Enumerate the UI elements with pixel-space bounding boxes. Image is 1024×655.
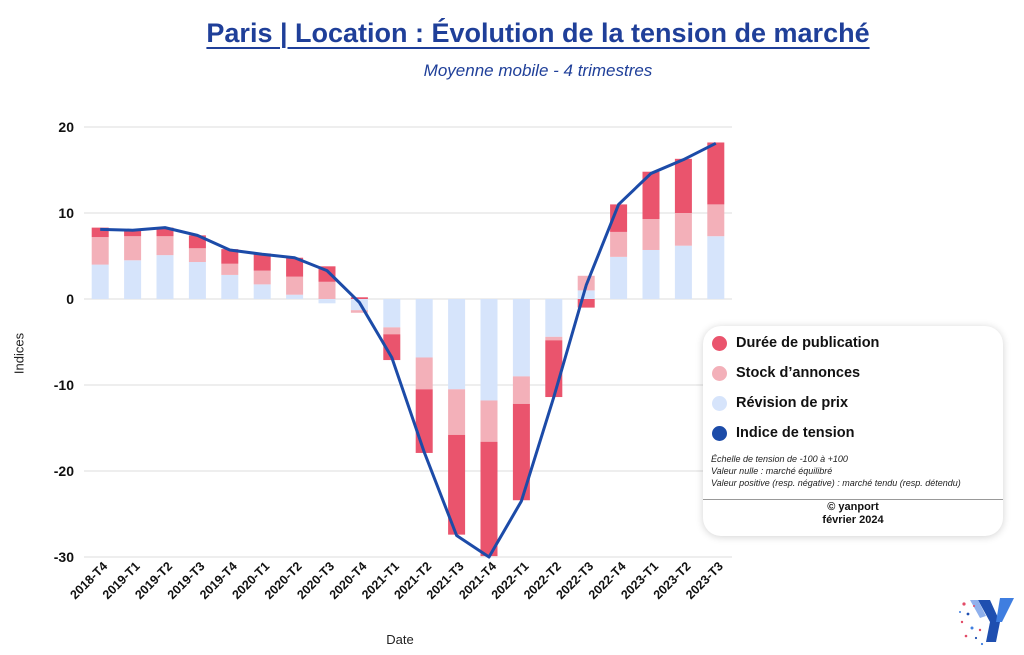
y-tick-label: -10 bbox=[54, 377, 74, 393]
bar-segment bbox=[642, 219, 660, 250]
bar-segment bbox=[253, 270, 271, 285]
legend-label-stock: Stock d’annonces bbox=[736, 365, 861, 381]
legend-label-indice: Indice de tension bbox=[736, 425, 855, 441]
legend-item-indice: Indice de tension bbox=[712, 425, 854, 441]
legend-notes: Échelle de tension de -100 à +100 Valeur… bbox=[711, 453, 961, 489]
bar-segment bbox=[221, 263, 239, 275]
bar-segment bbox=[318, 281, 336, 299]
bar-segment bbox=[448, 389, 466, 435]
bar-segment bbox=[512, 299, 530, 377]
bar-segment bbox=[545, 336, 563, 341]
bar-segment bbox=[253, 284, 271, 299]
chart-title: Paris | Location : Évolution de la tensi… bbox=[206, 18, 870, 48]
bar-segment bbox=[188, 262, 206, 299]
bar-segment bbox=[124, 229, 142, 237]
legend-label-revision: Révision de prix bbox=[736, 395, 849, 411]
bar-segment bbox=[512, 376, 530, 404]
bar-segment bbox=[124, 236, 142, 261]
legend-panel: Durée de publication Stock d’annonces Ré… bbox=[703, 326, 1003, 536]
y-tick-label: 0 bbox=[66, 291, 74, 307]
credit-date: février 2024 bbox=[822, 514, 884, 526]
legend-label-duree: Durée de publication bbox=[736, 335, 880, 351]
bar-segment bbox=[383, 299, 401, 328]
bar-segment bbox=[91, 264, 109, 299]
bar-segment bbox=[448, 299, 466, 390]
x-axis-label: Date bbox=[386, 632, 414, 647]
bar-segment bbox=[674, 213, 692, 246]
legend-swatch-duree bbox=[712, 335, 727, 351]
bar-segment bbox=[642, 171, 660, 220]
copyright-icon: © bbox=[827, 501, 836, 513]
bar-segment bbox=[480, 400, 498, 442]
bar-segment bbox=[674, 245, 692, 299]
legend-item-duree: Durée de publication bbox=[712, 335, 879, 351]
chart-subtitle: Moyenne mobile - 4 trimestres bbox=[423, 61, 653, 80]
bar-segment bbox=[286, 294, 304, 299]
legend-note: Échelle de tension de -100 à +100 bbox=[711, 454, 848, 464]
bar-segment bbox=[545, 299, 563, 337]
y-axis-label: Indices bbox=[11, 332, 27, 375]
legend-credit: © yanport février 2024 bbox=[703, 501, 1003, 527]
bar-segment bbox=[318, 299, 336, 304]
bar-segment bbox=[707, 142, 725, 205]
tension-index-line bbox=[100, 142, 717, 559]
bar-segment bbox=[707, 204, 725, 237]
bar-segment bbox=[415, 299, 433, 358]
bar-segment bbox=[707, 236, 725, 299]
bar-segment bbox=[286, 276, 304, 295]
bar-segment bbox=[415, 357, 433, 390]
bar-segment bbox=[545, 340, 563, 398]
bar-segment bbox=[448, 434, 466, 535]
bar-segment bbox=[91, 227, 109, 238]
credit-brand: © yanport bbox=[703, 501, 1003, 514]
bar-segment bbox=[415, 389, 433, 453]
credit-brand-name: yanport bbox=[838, 501, 879, 513]
bar-segment bbox=[610, 256, 628, 299]
bar-segment bbox=[480, 299, 498, 401]
legend-swatch-stock bbox=[712, 365, 727, 381]
y-tick-label: 20 bbox=[58, 119, 74, 135]
legend-divider bbox=[703, 499, 1003, 500]
bar-segment bbox=[610, 231, 628, 257]
bar-segment bbox=[188, 248, 206, 263]
bar-segment bbox=[221, 249, 239, 264]
bar-segment bbox=[577, 299, 595, 308]
bar-segment bbox=[156, 236, 174, 256]
bar-segment bbox=[221, 274, 239, 299]
legend-item-revision: Révision de prix bbox=[712, 395, 848, 411]
y-tick-label: 10 bbox=[58, 205, 74, 221]
bar-segment bbox=[350, 310, 368, 313]
bar-segment bbox=[91, 237, 109, 265]
yanport-logo-icon bbox=[959, 598, 1014, 646]
bar-segment bbox=[577, 290, 595, 299]
bar-segment bbox=[350, 297, 368, 299]
bar-segment bbox=[383, 334, 401, 361]
legend-note: Valeur positive (resp. négative) : march… bbox=[711, 478, 961, 488]
bar-segment bbox=[642, 249, 660, 299]
y-tick-label: -20 bbox=[54, 463, 74, 479]
legend-note: Valeur nulle : marché équilibré bbox=[711, 466, 833, 476]
bar-segment bbox=[156, 255, 174, 299]
legend-swatch-indice bbox=[712, 425, 727, 441]
legend-item-stock: Stock d’annonces bbox=[712, 365, 860, 381]
bar-segment bbox=[512, 403, 530, 501]
bar-segment bbox=[480, 441, 498, 557]
bar-segment bbox=[383, 327, 401, 335]
bar-segment bbox=[674, 158, 692, 213]
bar-segment bbox=[286, 257, 304, 277]
bar-segment bbox=[156, 227, 174, 237]
bar-segment bbox=[253, 253, 271, 271]
legend-swatch-revision bbox=[712, 395, 727, 411]
y-tick-label: -30 bbox=[54, 549, 74, 565]
bar-segment bbox=[124, 260, 142, 299]
